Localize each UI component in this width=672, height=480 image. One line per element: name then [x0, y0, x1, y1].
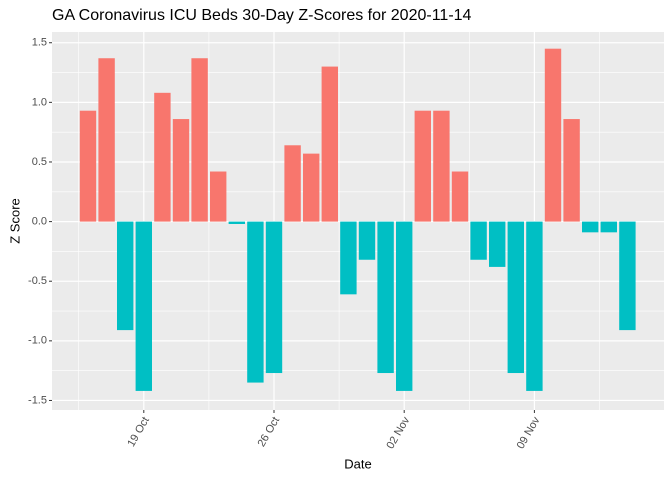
bar: [544, 48, 562, 222]
bar: [135, 221, 152, 391]
bar: [117, 221, 134, 331]
y-tick-label: -0.5: [28, 275, 47, 287]
x-tick-label: 02 Nov: [384, 415, 412, 452]
bar: [451, 171, 469, 222]
bar: [414, 110, 431, 222]
bar: [172, 119, 190, 222]
y-tick-label: 0.5: [32, 156, 47, 168]
x-tick-label: 09 Nov: [515, 415, 543, 452]
bar: [582, 221, 599, 233]
bar: [600, 221, 617, 233]
bar: [433, 110, 450, 222]
bar: [321, 66, 338, 222]
bar: [191, 58, 208, 222]
bar: [377, 221, 394, 374]
bar: [284, 145, 301, 222]
bar: [507, 221, 524, 374]
bar: [526, 221, 543, 391]
x-axis-label: Date: [344, 456, 371, 471]
bar: [98, 58, 115, 222]
bar: [340, 221, 357, 295]
bar: [265, 221, 283, 374]
bar: [489, 221, 506, 267]
bar: [470, 221, 487, 260]
y-axis-label: Z Score: [7, 198, 22, 244]
bar: [563, 119, 580, 222]
y-tick-label: -1.0: [28, 335, 47, 347]
y-tick-label: 1.0: [32, 96, 47, 108]
bar: [154, 92, 171, 222]
bar: [210, 171, 227, 222]
bar: [303, 153, 320, 222]
bar: [79, 110, 97, 222]
bar: [396, 221, 413, 391]
bar: [619, 221, 636, 331]
y-tick-label: 1.5: [32, 37, 47, 49]
y-tick-label: -1.5: [28, 394, 47, 406]
bar: [228, 221, 245, 224]
x-tick-label: 26 Oct: [256, 415, 283, 449]
chart-title: GA Coronavirus ICU Beds 30-Day Z-Scores …: [52, 7, 472, 24]
bar: [247, 221, 264, 383]
bar: [358, 221, 376, 260]
y-tick-label: 0.0: [32, 216, 47, 228]
x-tick-label: 19 Oct: [125, 415, 152, 449]
